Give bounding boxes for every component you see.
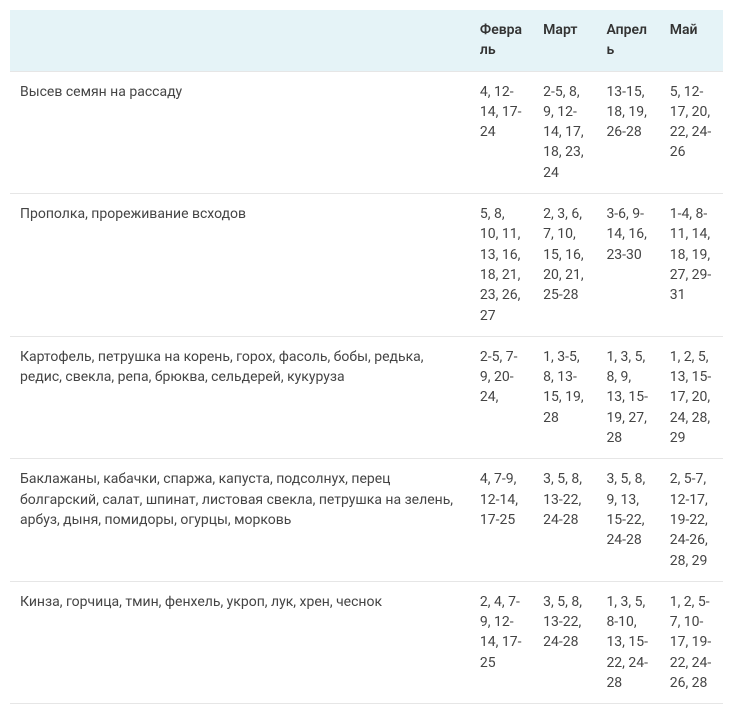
cell-feb: 4, 7-9, 12-14, 17-25	[470, 459, 533, 581]
cell-may: 1, 2, 5-7, 10-17, 19-22, 24-26, 28	[660, 581, 723, 703]
table-row: Высев семян на рассаду 4, 12-14, 17-24 2…	[10, 71, 723, 193]
cell-may: 5, 12-17, 20, 22, 24-26	[660, 71, 723, 193]
cell-may: 2, 5-7, 12-17, 19-22, 24-26, 28, 29	[660, 459, 723, 581]
cell-feb: 2, 4, 7-9, 12-14, 17-25	[470, 581, 533, 703]
cell-task: Баклажаны, кабачки, спаржа, капуста, под…	[10, 459, 470, 581]
cell-mar: 1, 3-5, 8, 13-15, 19, 28	[533, 336, 596, 458]
cell-apr: 3-6, 9-14, 16, 23-30	[596, 194, 659, 337]
table-row: Прополка, прореживание всходов 5, 8, 10,…	[10, 194, 723, 337]
cell-apr: 1, 3, 5, 8, 9, 13, 15-19, 27, 28	[596, 336, 659, 458]
table-row: Баклажаны, кабачки, спаржа, капуста, под…	[10, 459, 723, 581]
table-row: Кинза, горчица, тмин, фенхель, укроп, лу…	[10, 581, 723, 703]
col-task	[10, 10, 470, 71]
cell-mar: 3, 5, 8, 13-22, 24-28	[533, 459, 596, 581]
col-feb: Февраль	[470, 10, 533, 71]
header-row: Февраль Март Апрель Май	[10, 10, 723, 71]
cell-apr: 1, 3, 5, 8-10, 13, 15-22, 24-28	[596, 581, 659, 703]
cell-may: 1, 2, 5, 13, 15-17, 20, 24, 28, 29	[660, 336, 723, 458]
col-may: Май	[660, 10, 723, 71]
cell-task: Высев семян на рассаду	[10, 71, 470, 193]
cell-apr: 3, 5, 8, 9, 13, 15-22, 24-28	[596, 459, 659, 581]
cell-task: Прополка, прореживание всходов	[10, 194, 470, 337]
cell-feb: 5, 8, 10, 11, 13, 16, 18, 21, 23, 26, 27	[470, 194, 533, 337]
cell-task: Кинза, горчица, тмин, фенхель, укроп, лу…	[10, 581, 470, 703]
cell-mar: 3, 5, 8, 13-22, 24-28	[533, 581, 596, 703]
table-row: Картофель, петрушка на корень, горох, фа…	[10, 336, 723, 458]
cell-task: Картофель, петрушка на корень, горох, фа…	[10, 336, 470, 458]
cell-apr: 13-15, 18, 19, 26-28	[596, 71, 659, 193]
cell-mar: 2-5, 8, 9, 12-14, 17, 18, 23, 24	[533, 71, 596, 193]
col-mar: Март	[533, 10, 596, 71]
cell-mar: 2, 3, 6, 7, 10, 15, 16, 20, 21, 25-28	[533, 194, 596, 337]
cell-feb: 4, 12-14, 17-24	[470, 71, 533, 193]
cell-may: 1-4, 8-11, 14, 18, 19, 27, 29-31	[660, 194, 723, 337]
col-apr: Апрель	[596, 10, 659, 71]
cell-feb: 2-5, 7-9, 20-24,	[470, 336, 533, 458]
planting-calendar-table: Февраль Март Апрель Май Высев семян на р…	[10, 10, 723, 704]
